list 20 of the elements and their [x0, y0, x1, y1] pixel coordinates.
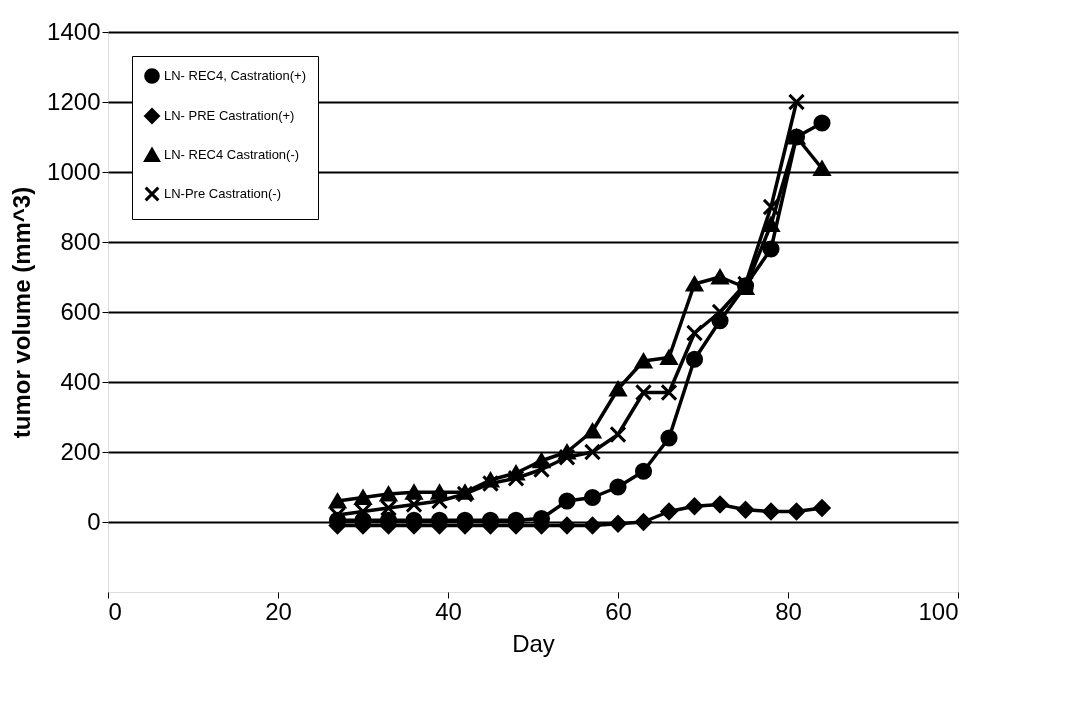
- y-tick-label: 400: [60, 367, 101, 395]
- legend-label: LN-Pre Castration(-): [164, 186, 282, 201]
- y-tick-label: 0: [87, 507, 101, 535]
- legend-label: LN- REC4, Castration(+): [164, 68, 306, 83]
- y-axis-title: tumor volume (mm^3): [8, 186, 36, 439]
- x-tick-label: 60: [605, 597, 632, 625]
- y-tick-label: 600: [60, 297, 101, 325]
- y-tick-label: 1400: [47, 17, 101, 45]
- x-axis-title: Day: [512, 629, 555, 657]
- y-tick-label: 200: [60, 437, 101, 465]
- x-tick-label: 40: [435, 597, 462, 625]
- y-tick-label: 800: [60, 227, 101, 255]
- x-tick-label: 0: [108, 597, 122, 625]
- x-tick-label: 100: [918, 597, 959, 625]
- x-tick-label: 80: [775, 597, 802, 625]
- y-tick-label: 1000: [47, 157, 101, 185]
- legend-label: LN- REC4 Castration(-): [164, 147, 300, 162]
- legend-label: LN- PRE Castration(+): [164, 108, 295, 123]
- x-tick-label: 20: [265, 597, 292, 625]
- y-tick-label: 1200: [47, 87, 101, 115]
